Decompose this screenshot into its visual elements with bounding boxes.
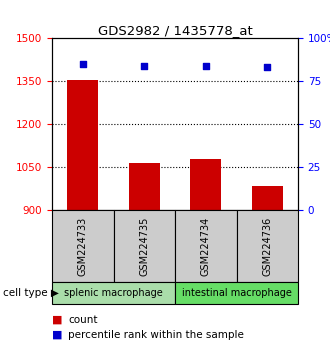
Text: GSM224733: GSM224733 — [78, 216, 88, 276]
Text: cell type ▶: cell type ▶ — [3, 288, 59, 298]
Text: GSM224735: GSM224735 — [139, 216, 149, 276]
Bar — [252, 185, 282, 210]
Bar — [67, 80, 98, 210]
Point — [80, 61, 85, 67]
Text: GSM224736: GSM224736 — [262, 216, 272, 276]
Text: percentile rank within the sample: percentile rank within the sample — [68, 330, 244, 340]
Text: intestinal macrophage: intestinal macrophage — [182, 288, 291, 298]
Point — [142, 63, 147, 68]
Text: GSM224734: GSM224734 — [201, 216, 211, 276]
Bar — [190, 159, 221, 210]
Text: count: count — [68, 315, 97, 325]
Title: GDS2982 / 1435778_at: GDS2982 / 1435778_at — [98, 24, 252, 37]
Point — [265, 64, 270, 70]
Text: ■: ■ — [52, 330, 62, 340]
Text: ■: ■ — [52, 315, 62, 325]
Text: splenic macrophage: splenic macrophage — [64, 288, 163, 298]
Bar — [129, 163, 160, 210]
Point — [203, 63, 208, 68]
